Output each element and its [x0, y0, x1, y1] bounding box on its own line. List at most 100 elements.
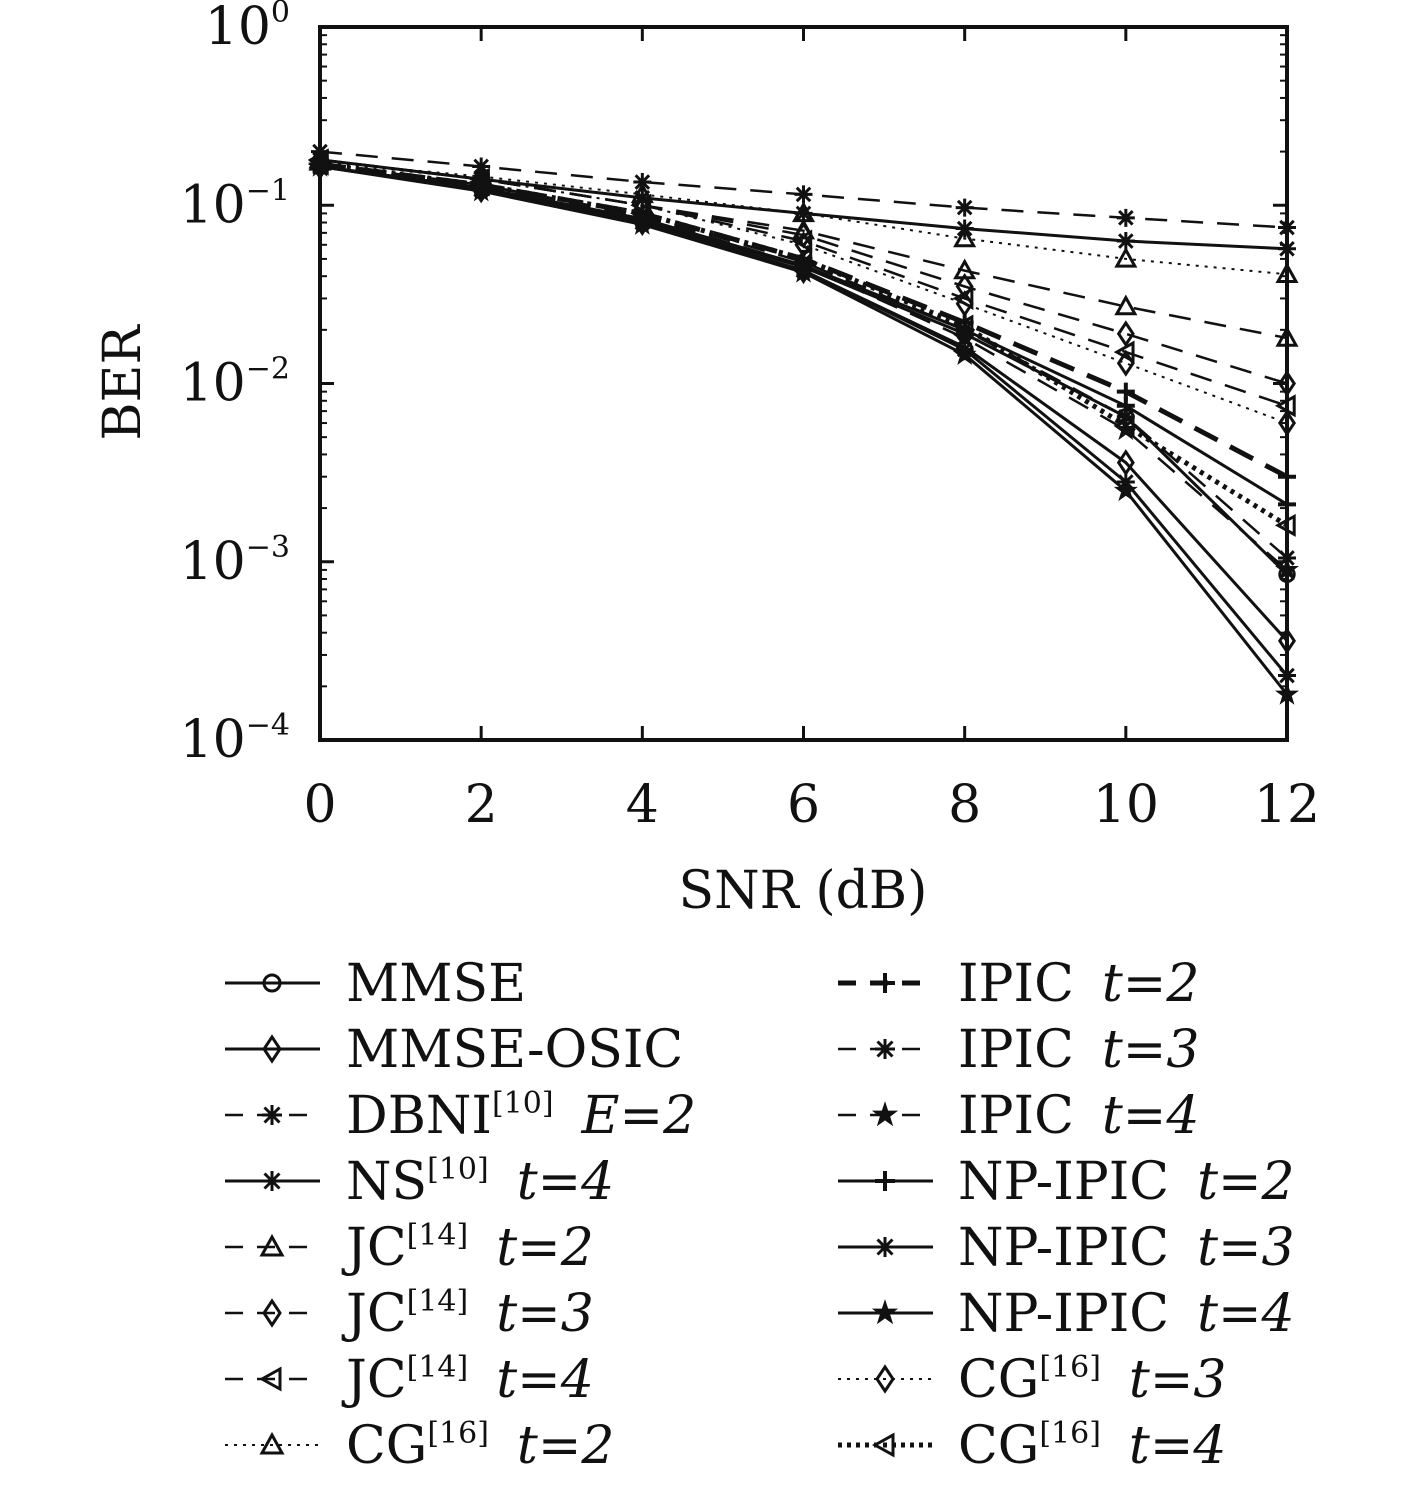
legend-entry-ipic-t3: IPIC t=3: [838, 1020, 1199, 1080]
legend-label: NP-IPIC t=4: [958, 1284, 1295, 1344]
plot-frame: [318, 25, 1289, 742]
y-tick-base: 10: [180, 354, 246, 414]
legend-label-parameter: t=2: [1197, 1152, 1295, 1212]
legend-label-parameter: E=2: [581, 1086, 697, 1146]
data-point-jc-t2-5: [1114, 294, 1138, 316]
x-axis-label: SNR (dB): [679, 861, 928, 921]
legend-marker: [262, 1105, 282, 1125]
legend-label-citation: [10]: [427, 1152, 489, 1187]
series-line-cg-t2: [319, 160, 1288, 276]
legend-label: JC[14] t=4: [341, 1350, 594, 1410]
y-tick-label: 100: [205, 0, 290, 57]
y-tick-exponent: 0: [271, 0, 290, 30]
legend-label: MMSE-OSIC: [346, 1020, 683, 1080]
y-tick-exponent: −1: [246, 173, 290, 208]
legend-entry-jc-t2: JC[14] t=2: [225, 1218, 594, 1278]
y-tick-label: 10−3: [180, 530, 290, 592]
data-point-cg-t4-3: [791, 247, 813, 271]
legend-marker: [262, 1034, 282, 1064]
data-point-cg-t4-1: [469, 173, 490, 197]
legend-marker: [875, 1237, 895, 1257]
legend-label-parameter: t=4: [1129, 1416, 1227, 1476]
legend-label: NP-IPIC t=2: [958, 1152, 1295, 1212]
legend-entry-jc-t3: JC[14] t=3: [225, 1284, 594, 1344]
legend-label-citation: [16]: [427, 1416, 489, 1451]
legend-label-main: IPIC: [958, 954, 1074, 1014]
data-point-np-ipic-t4-5: [1113, 478, 1138, 502]
legend-entry-np-ipic-t4: NP-IPIC t=4: [838, 1284, 1295, 1344]
x-tick-label: 10: [1093, 775, 1159, 835]
legend-entry-ipic-t2: IPIC t=2: [838, 954, 1199, 1014]
legend-entry-dbni: DBNI[10] E=2: [225, 1086, 696, 1146]
legend-label-parameter: t=4: [496, 1350, 594, 1410]
legend-marker: [259, 1431, 285, 1455]
y-tick-exponent: −3: [246, 530, 290, 565]
x-tick-label: 0: [303, 775, 336, 835]
data-point-cg-t2-3: [791, 201, 816, 223]
legend-marker: [871, 1101, 899, 1127]
y-tick-label: 10−1: [180, 173, 290, 235]
legend-marker: [871, 1299, 899, 1325]
data-point-cg-t4-5: [1113, 414, 1135, 438]
data-point-np-ipic-t4-4: [952, 342, 977, 366]
y-tick-exponent: −4: [246, 708, 290, 743]
series-line-cg-t4: [319, 161, 1289, 528]
data-point-cg-t3-4: [955, 290, 974, 318]
data-point-cg-t4-2: [630, 201, 652, 225]
legend-label-parameter: t=2: [517, 1416, 615, 1476]
legend-marker: [871, 1432, 895, 1458]
legend-label-main: JC: [341, 1218, 407, 1278]
legend-label: JC[14] t=2: [341, 1218, 594, 1278]
y-tick-label: 10−2: [180, 352, 290, 414]
legend-label-citation: [16]: [1039, 1350, 1101, 1385]
legend-label-main: JC: [341, 1350, 407, 1410]
data-point-cg-t4-4: [952, 314, 974, 338]
y-axis-label: BER: [93, 323, 153, 440]
y-tick-base: 10: [180, 532, 246, 592]
legend-entry-jc-t4: JC[14] t=4: [225, 1350, 594, 1410]
legend-label-main: DBNI: [346, 1086, 492, 1146]
data-point-dbni-2: [633, 173, 652, 192]
legend-label: IPIC t=3: [958, 1020, 1199, 1080]
legend-marker: [259, 1233, 285, 1257]
x-tick-label: 4: [626, 775, 659, 835]
legend-label-parameter: t=4: [1102, 1086, 1200, 1146]
legend-entry-np-ipic-t2: NP-IPIC t=2: [838, 1152, 1295, 1212]
data-point-ns-5: [1116, 232, 1135, 251]
legend-label: IPIC t=2: [958, 954, 1199, 1014]
legend-marker: [262, 1298, 282, 1328]
data-point-jc-t3-5: [1116, 320, 1135, 348]
legend-label-citation: [10]: [492, 1086, 554, 1121]
legend-label-main: MMSE: [346, 954, 526, 1014]
data-point-ipic-t3-5: [1116, 407, 1135, 426]
legend-marker: [875, 1039, 895, 1059]
data-point-cg-t2-2: [630, 182, 654, 204]
legend-label: NS[10] t=4: [346, 1152, 614, 1212]
legend-entry-mmse: MMSE: [225, 954, 526, 1014]
legend-entry-cg-t4: CG[16] t=4: [838, 1416, 1226, 1476]
legend-label-parameter: t=4: [517, 1152, 615, 1212]
legend-marker: [875, 1171, 895, 1191]
legend-label: CG[16] t=3: [958, 1350, 1226, 1410]
legend-label-parameter: t=3: [1197, 1218, 1295, 1278]
legend-marker: [262, 973, 282, 993]
y-tick-base: 10: [205, 0, 271, 57]
data-point-dbni-4: [955, 198, 974, 217]
legend-label-citation: [16]: [1039, 1416, 1101, 1451]
legend-entry-cg-t2: CG[16] t=2: [225, 1416, 614, 1476]
x-tick-label: 12: [1254, 775, 1320, 835]
data-point-cg-t2-5: [1114, 246, 1138, 268]
legend-marker: [875, 973, 895, 993]
data-point-np-ipic-t2-5: [1116, 396, 1135, 415]
legend-marker: [875, 1364, 895, 1394]
x-tick-label: 6: [787, 775, 820, 835]
y-tick-base: 10: [180, 175, 246, 235]
legend-label-citation: [14]: [407, 1218, 469, 1253]
legend-label-main: MMSE-OSIC: [346, 1020, 683, 1080]
legend-label-citation: [14]: [407, 1350, 469, 1385]
legend-entry-cg-t3: CG[16] t=3: [838, 1350, 1226, 1410]
legend-label-main: NP-IPIC: [958, 1152, 1169, 1212]
